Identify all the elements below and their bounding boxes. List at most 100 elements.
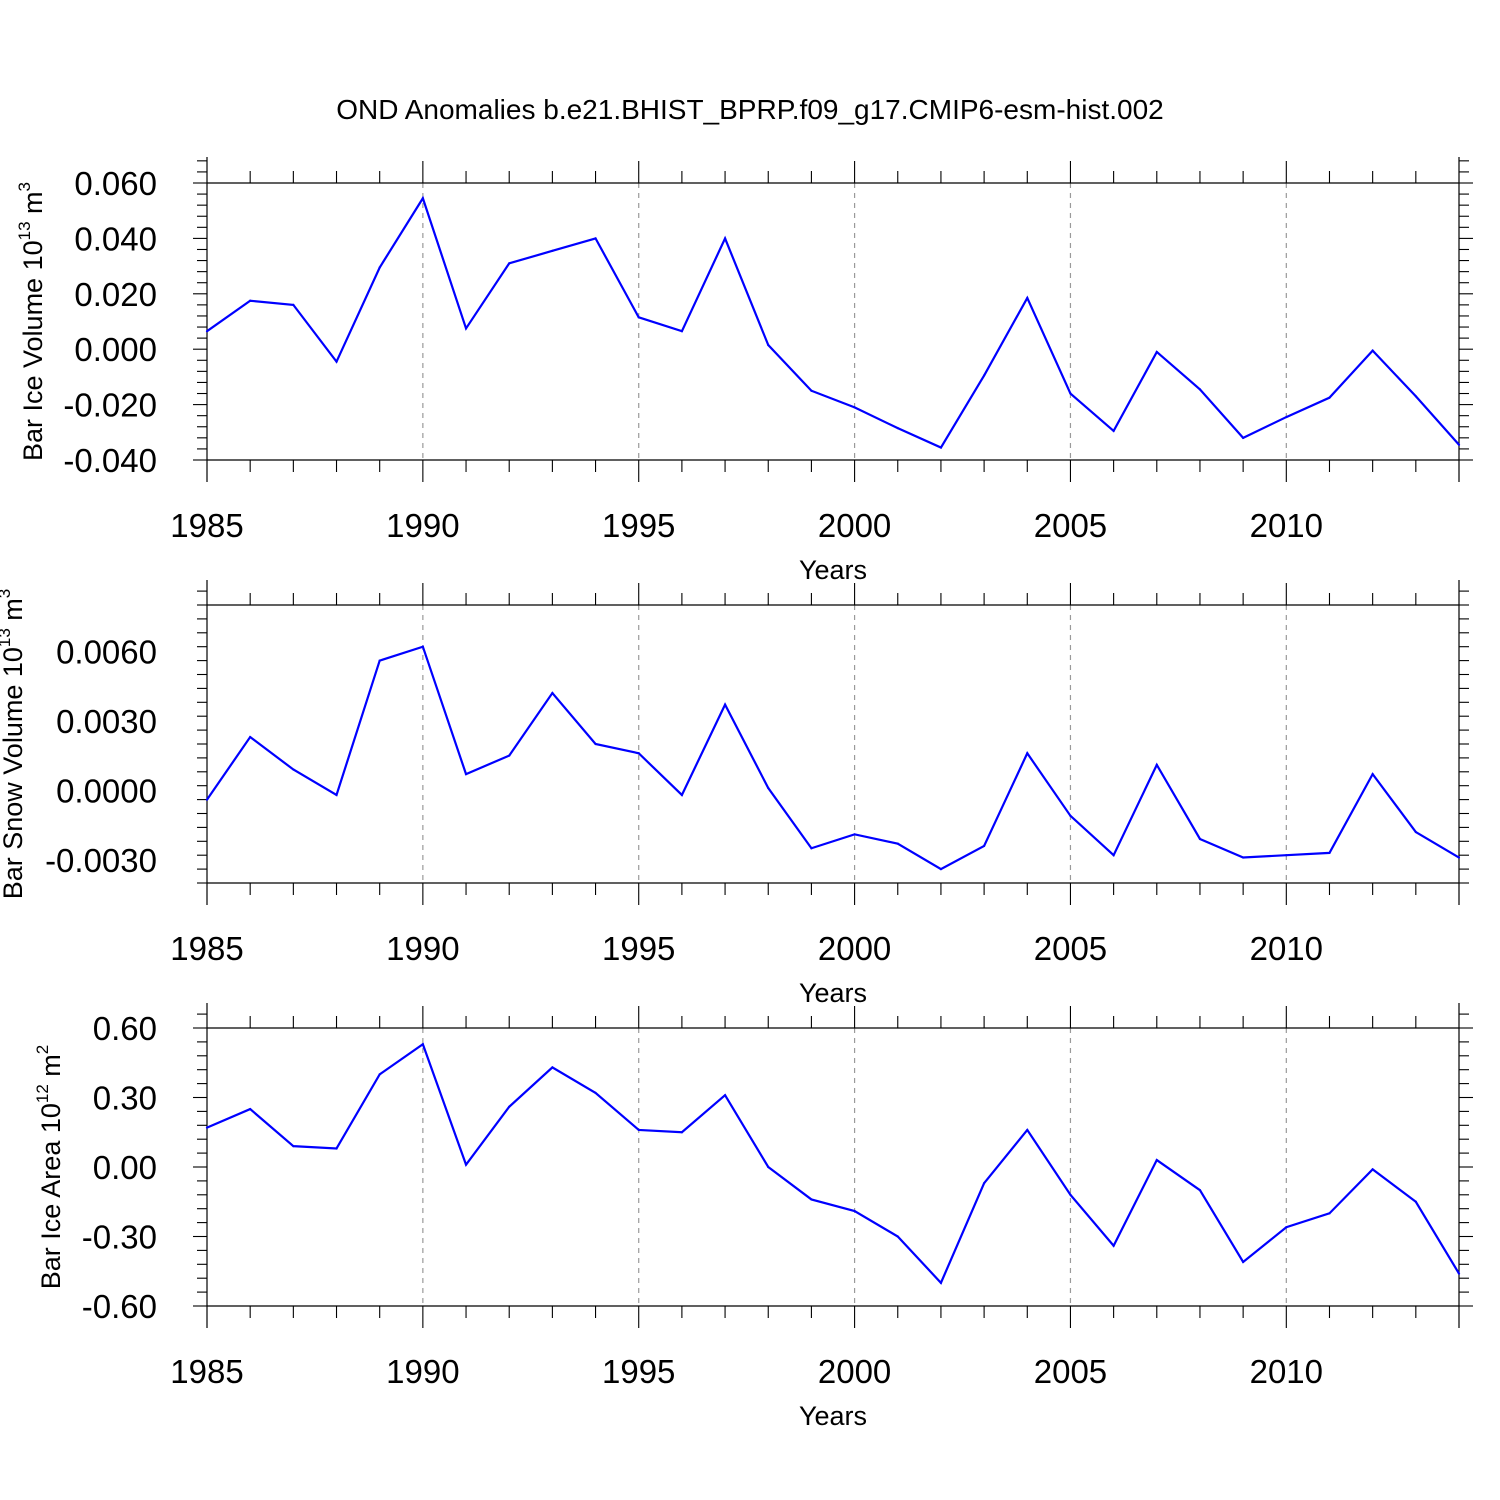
data-point [551, 691, 554, 695]
data-point [637, 316, 640, 319]
series-line [206, 1042, 1460, 1285]
ytick-label: 0.020 [74, 276, 157, 313]
y-axis-title-base: Bar Snow Volume 10 [0, 647, 28, 899]
y-axis-title-exp: 13 [15, 221, 34, 240]
data-point [508, 754, 511, 757]
xtick-label: 2005 [1034, 1353, 1107, 1390]
y-axis-title-exp: 12 [33, 1084, 52, 1103]
y-axis-title: Bar Snow Volume 1013 m3 [0, 589, 28, 900]
xtick-label: 2000 [818, 507, 891, 544]
data-point [1414, 830, 1417, 834]
panel-snow-volume: 1985 1990 1995 2000 2005 2010 Years -0.0030 0.00… [0, 580, 1469, 1008]
data-point [680, 1131, 683, 1134]
data-point [896, 842, 899, 845]
xtick-label: 1990 [386, 930, 459, 967]
panel-ice-area: 1985 1990 1995 2000 2005 2010 Years -0.60 -0.30 0… [33, 1003, 1473, 1431]
ytick-label: 0.0060 [56, 633, 157, 670]
y-axis-title: Bar Ice Volume 1013 m3 [15, 182, 48, 461]
x-axis-title: Years [799, 978, 867, 1008]
data-point [378, 1073, 381, 1076]
ytick-label: 0.0030 [56, 703, 157, 740]
data-point [594, 237, 597, 240]
data-point [1371, 1168, 1374, 1171]
data-point [1457, 856, 1461, 859]
xtick-label: 2005 [1034, 507, 1107, 544]
data-point [1112, 429, 1115, 433]
y-axis-title-exp: 13 [0, 628, 14, 647]
ytick-label: 0.0000 [56, 772, 157, 809]
y-axis-title-unit-exp: 3 [0, 589, 14, 598]
xtick-label: 2010 [1250, 930, 1323, 967]
ytick-label: -0.0030 [45, 842, 157, 879]
data-point [378, 266, 381, 269]
xtick-label: 1985 [170, 1353, 243, 1390]
ytick-label: -0.040 [63, 442, 157, 479]
data-point [1457, 1272, 1461, 1275]
data-point [551, 1066, 554, 1069]
data-point [1112, 1244, 1115, 1247]
data-point [767, 343, 770, 347]
data-point [853, 833, 856, 836]
data-point [896, 1235, 899, 1238]
data-point [464, 1163, 468, 1166]
data-point [249, 299, 252, 302]
ytick-label: 0.040 [74, 220, 157, 257]
data-point [594, 1091, 597, 1094]
data-point [508, 1105, 511, 1108]
data-point [335, 1147, 338, 1150]
data-point [939, 868, 943, 871]
data-point [1198, 1189, 1202, 1192]
data-point [1328, 851, 1331, 854]
data-point [1198, 837, 1202, 841]
data-point [767, 786, 770, 790]
data-point [1457, 443, 1461, 446]
data-point [637, 1128, 640, 1132]
data-point [983, 1182, 986, 1185]
data-point [723, 1094, 727, 1097]
data-point [378, 659, 381, 662]
xtick-label: 2005 [1034, 930, 1107, 967]
xtick-label: 1995 [602, 930, 675, 967]
data-point [680, 793, 683, 797]
y-axis-title-base: Bar Ice Volume 10 [18, 240, 48, 461]
data-point [1414, 1200, 1417, 1203]
data-point [983, 374, 986, 377]
xtick-label: 1995 [602, 507, 675, 544]
xtick-label: 1995 [602, 1353, 675, 1390]
data-point [421, 197, 424, 200]
data-point [1242, 436, 1245, 439]
data-point [767, 1165, 770, 1169]
data-point [853, 1209, 856, 1213]
series-line [206, 195, 1460, 449]
xtick-label: 2000 [818, 930, 891, 967]
xtick-label: 2010 [1250, 1353, 1323, 1390]
data-point [335, 360, 338, 363]
xtick-label: 1990 [386, 1353, 459, 1390]
data-point [551, 249, 554, 252]
y-axis-title-unit-exp: 2 [33, 1045, 52, 1054]
data-point [1155, 350, 1158, 354]
xtick-label: 1990 [386, 507, 459, 544]
data-point [1026, 296, 1029, 300]
data-point [810, 847, 813, 850]
xtick-label: 1985 [170, 507, 243, 544]
y-axis-title-unit: m [0, 598, 28, 628]
data-point [1155, 1158, 1158, 1162]
data-point [1069, 1193, 1072, 1196]
data-point [1328, 1212, 1331, 1215]
ytick-label: -0.020 [63, 387, 157, 424]
series-line [206, 645, 1460, 871]
xtick-label: 1985 [170, 930, 243, 967]
data-point [1414, 395, 1417, 398]
data-point [1328, 396, 1331, 399]
data-point [637, 752, 640, 755]
y-axis-title-unit: m [36, 1054, 66, 1084]
data-point [292, 1145, 295, 1148]
data-point [1112, 854, 1115, 857]
y-axis-title-base: Bar Ice Area 10 [36, 1103, 66, 1289]
y-axis-title-unit: m [18, 191, 48, 221]
data-point [896, 427, 899, 430]
data-point [1371, 349, 1374, 352]
ytick-label: -0.60 [82, 1288, 157, 1325]
data-point [810, 389, 813, 392]
